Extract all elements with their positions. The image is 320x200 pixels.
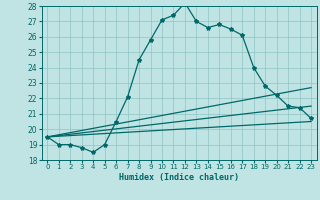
X-axis label: Humidex (Indice chaleur): Humidex (Indice chaleur) [119, 173, 239, 182]
